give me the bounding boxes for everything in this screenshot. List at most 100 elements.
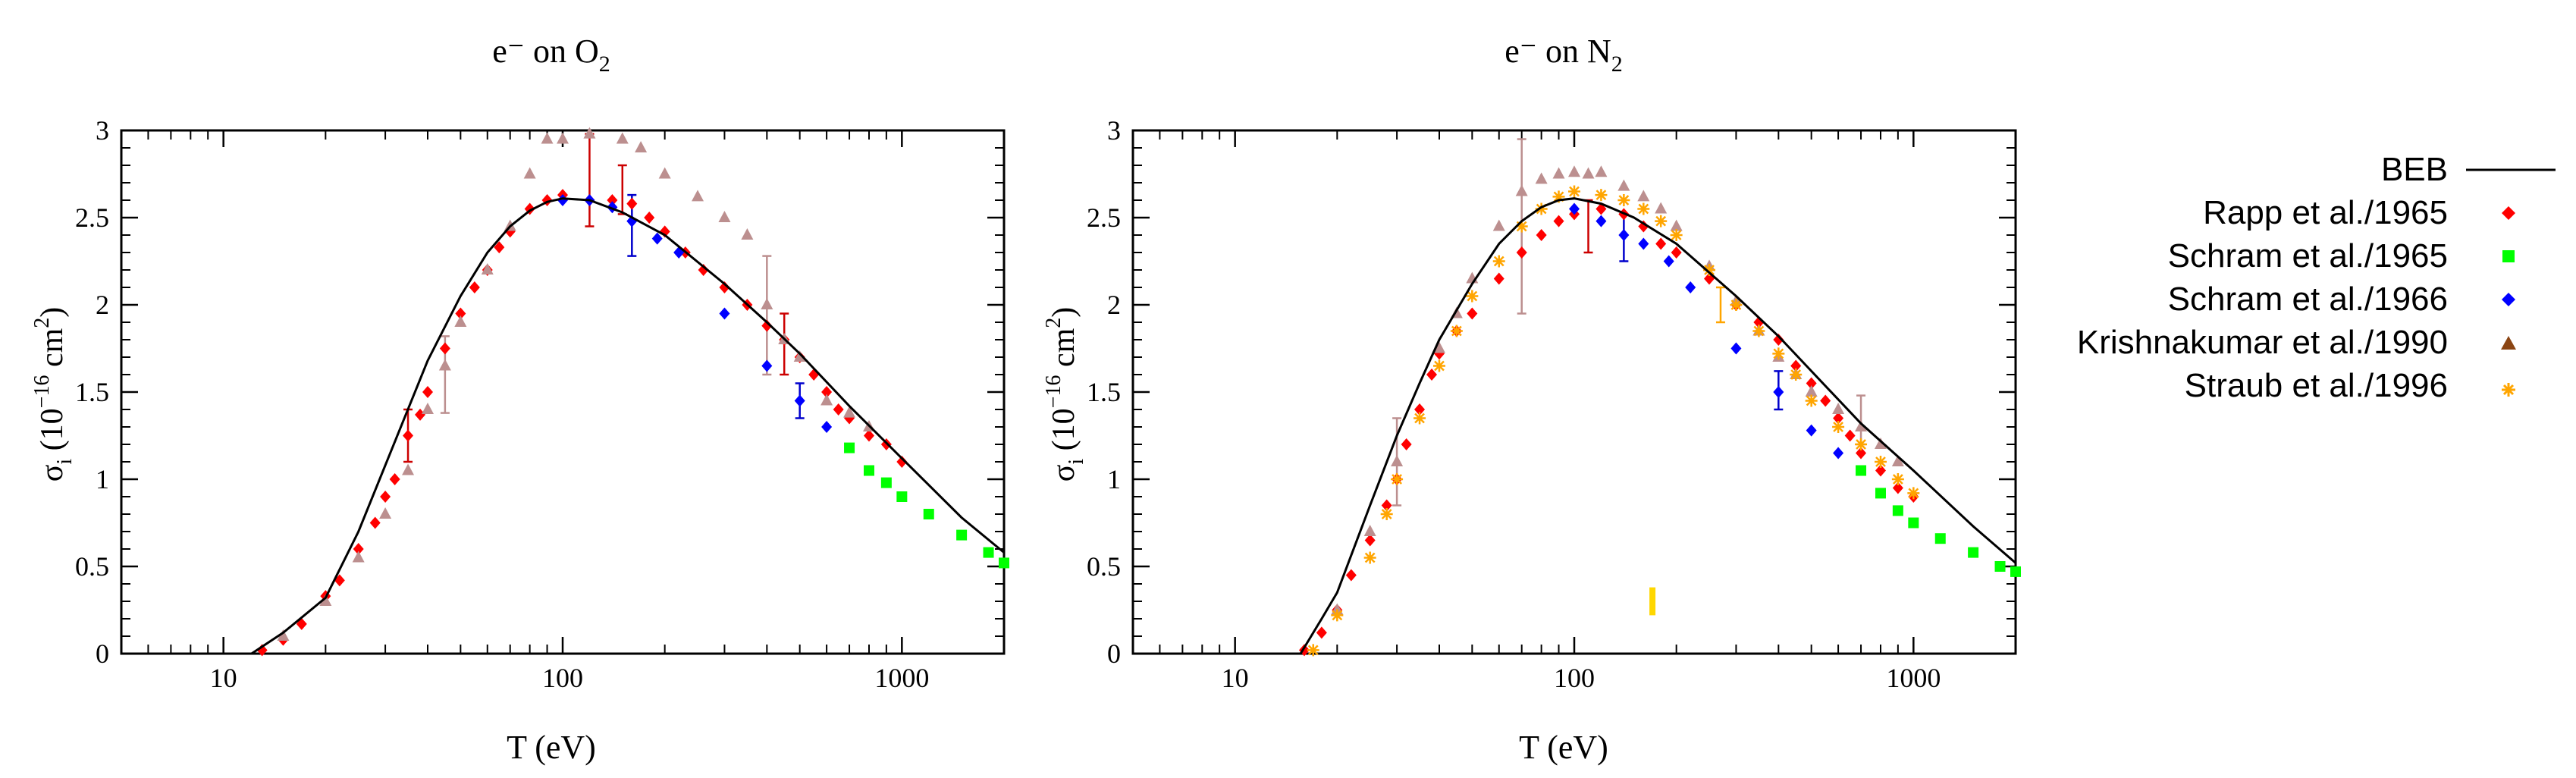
data-point-diamond (469, 281, 480, 293)
data-point-triangle (1670, 219, 1683, 231)
data-point-triangle (1432, 341, 1445, 353)
data-point-star (1855, 438, 1868, 450)
data-point-diamond (1730, 342, 1742, 355)
data-point-triangle (1492, 219, 1505, 231)
series-straub-et-al-1996 (1307, 185, 1920, 657)
y-tick-label: 3 (96, 115, 109, 146)
data-point-star (1432, 359, 1445, 372)
data-point-diamond (651, 232, 663, 245)
data-point-diamond (1345, 569, 1357, 582)
data-point-diamond (1833, 447, 1844, 460)
data-point-diamond (353, 543, 364, 555)
data-point-diamond (1364, 534, 1376, 547)
data-point-star (1874, 456, 1887, 468)
data-point-diamond (1618, 229, 1630, 241)
data-point-diamond (1875, 464, 1886, 477)
data-point-triangle (820, 394, 833, 406)
legend-label: Rapp et al./1965 (2203, 194, 2448, 231)
data-point-diamond (1595, 215, 1607, 227)
data-point-star (1637, 202, 1650, 215)
data-point-diamond (1553, 215, 1564, 227)
legend-label: Krishnakumar et al./1990 (2077, 324, 2448, 361)
y-tick-label: 3 (1107, 115, 1121, 146)
data-point-triangle (1855, 420, 1868, 431)
data-point-square (983, 547, 994, 558)
legend-star-marker (2502, 383, 2515, 397)
data-point-square (1908, 517, 1919, 529)
legend: BEB Rapp et al./1965 Schram et al./1965 … (2077, 151, 2556, 404)
chart-panel-o2: e⁻ on O2 10 100 1000 0 0.5 1 1.5 2 2.5 3 T (eV) σ… (30, 33, 1009, 766)
data-point-diamond (380, 491, 391, 503)
legend-diamond-marker (2502, 293, 2515, 306)
data-point-triangle (1391, 455, 1404, 466)
data-point-triangle (616, 132, 629, 144)
data-point-triangle (1891, 455, 1904, 466)
data-point-diamond (1655, 237, 1667, 250)
data-point-diamond (557, 194, 568, 206)
data-point-diamond (1426, 369, 1438, 381)
data-point-star (1832, 421, 1845, 433)
legend-label: BEB (2381, 151, 2448, 188)
data-point-square (1856, 465, 1867, 476)
data-point-triangle (583, 127, 596, 139)
data-point-diamond (1493, 272, 1504, 285)
data-point-star (1790, 369, 1803, 381)
x-axis-label: T (eV) (1519, 729, 1608, 766)
data-point-diamond (719, 281, 730, 293)
data-point-square (2010, 566, 2021, 577)
data-point-diamond (1856, 447, 1867, 460)
y-axis-label: σi (10−16 cm2) (30, 307, 77, 482)
data-point-triangle (379, 507, 392, 519)
data-point-diamond (1536, 229, 1547, 241)
data-point-diamond (494, 241, 505, 254)
data-point-star (1492, 255, 1505, 268)
data-point-triangle (718, 211, 731, 222)
y-axis-label: σi (10−16 cm2) (1042, 307, 1088, 482)
data-point-diamond (1414, 403, 1426, 416)
data-point-triangle (1655, 202, 1668, 214)
legend-entry: Schram et al./1965 (2168, 237, 2515, 274)
data-point-diamond (1401, 438, 1412, 450)
data-point-triangle (1363, 525, 1376, 536)
y-tick-label: 2.5 (75, 202, 109, 233)
data-point-diamond (821, 386, 833, 398)
x-tick-label: 10 (210, 663, 237, 693)
data-point-star (1595, 189, 1608, 202)
data-point-diamond (607, 194, 618, 206)
data-point-square (844, 442, 855, 453)
data-point-diamond (403, 429, 414, 442)
data-point-triangle (1515, 184, 1528, 196)
data-point-diamond (719, 307, 730, 320)
data-point-diamond (1671, 246, 1682, 259)
data-point-triangle (438, 359, 451, 371)
data-point-diamond (644, 212, 655, 224)
annotation-bar (1649, 587, 1656, 616)
data-point-diamond (821, 421, 833, 433)
data-point-diamond (1663, 255, 1674, 268)
data-point-star (1363, 551, 1376, 564)
y-tick-label: 1 (96, 464, 109, 494)
data-point-star (1891, 473, 1904, 485)
y-tick-label: 1.5 (1087, 377, 1121, 407)
data-point-star (1515, 220, 1528, 233)
data-point-star (1772, 347, 1785, 360)
data-point-diamond (761, 359, 773, 372)
plot-area: 10 100 1000 0 0.5 1 1.5 2 2.5 3 (1087, 115, 2021, 693)
legend-label: Schram et al./1966 (2168, 281, 2448, 318)
data-point-diamond (833, 403, 844, 416)
data-point-square (1968, 547, 1979, 558)
y-tick-label: 2 (96, 290, 109, 320)
data-point-star (1752, 325, 1765, 337)
data-point-triangle (741, 228, 754, 240)
data-point-triangle (352, 551, 365, 563)
data-point-diamond (1806, 377, 1817, 390)
data-point-diamond (1685, 281, 1696, 293)
data-point-diamond (1833, 412, 1844, 425)
data-point-square (880, 477, 892, 488)
data-point-diamond (1638, 237, 1649, 250)
series-schram-et-al-1965 (1856, 465, 2021, 577)
data-point-diamond (1569, 202, 1580, 215)
y-tick-label: 0 (1107, 638, 1121, 669)
data-point-star (1617, 194, 1630, 206)
